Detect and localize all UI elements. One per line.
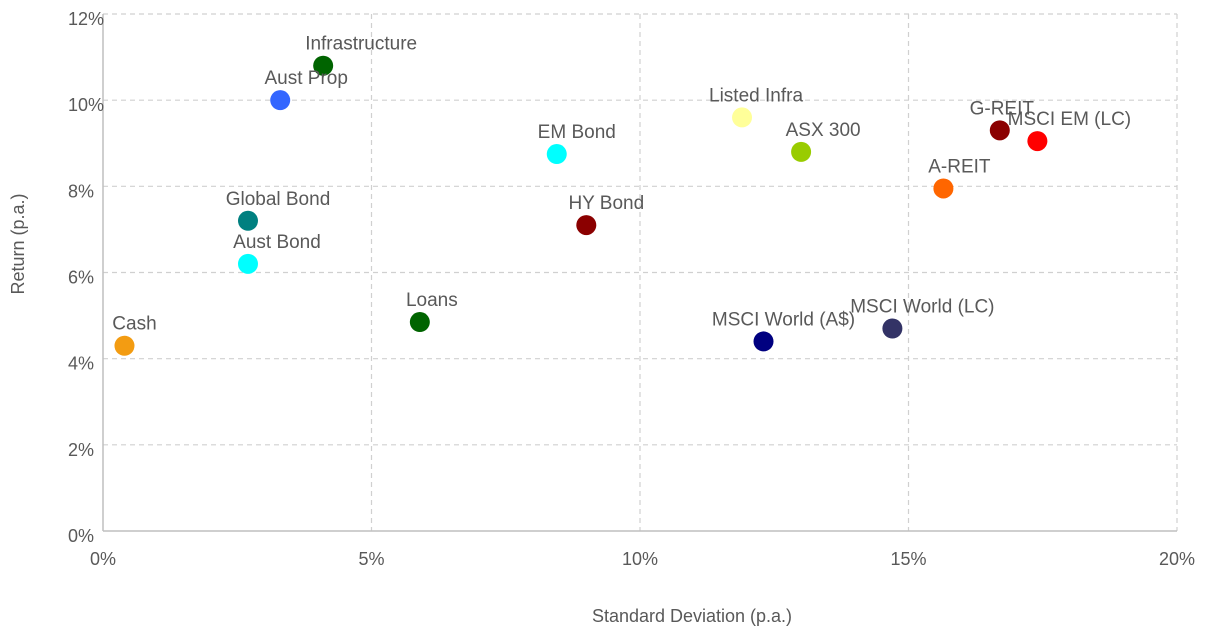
gridlines — [103, 13, 1178, 531]
y-axis-title: Return (p.a.) — [8, 193, 28, 294]
label-aust-prop: Aust Prop — [264, 68, 347, 89]
point-loans — [409, 312, 430, 333]
point-msci-world-lc — [882, 318, 903, 339]
point-msci-em-lc — [1027, 131, 1048, 152]
label-asx-300: ASX 300 — [786, 120, 861, 141]
label-em-bond: EM Bond — [538, 122, 616, 143]
data-points — [114, 55, 1048, 356]
x-tick-label: 0% — [90, 549, 116, 569]
label-global-bond: Global Bond — [226, 189, 331, 210]
x-axis-title: Standard Deviation (p.a.) — [592, 606, 792, 626]
x-tick-label: 10% — [622, 549, 658, 569]
point-g-reit — [989, 120, 1010, 141]
point-listed-infra — [732, 107, 753, 128]
label-loans: Loans — [406, 290, 458, 311]
y-tick-label: 12% — [68, 9, 104, 29]
label-aust-bond: Aust Bond — [233, 232, 321, 253]
label-infrastructure: Infrastructure — [305, 34, 417, 55]
y-tick-label: 6% — [68, 268, 94, 288]
tick-labels: 0% 2% 4% 6% 8% 10% 12% 0% 5% 10% 15% 20% — [68, 9, 1195, 569]
point-a-reit — [933, 178, 954, 199]
point-global-bond — [237, 210, 258, 231]
point-em-bond — [546, 144, 567, 165]
x-tick-label: 5% — [358, 549, 384, 569]
point-aust-bond — [237, 253, 258, 274]
label-msci-em-lc: MSCI EM (LC) — [1008, 109, 1132, 130]
point-hy-bond — [576, 215, 597, 236]
y-tick-label: 0% — [68, 526, 94, 546]
point-msci-world-a — [753, 331, 774, 352]
label-cash: Cash — [112, 314, 156, 335]
point-infrastructure — [313, 55, 334, 76]
label-msci-world-a: MSCI World (A$) — [712, 309, 855, 330]
y-tick-label: 8% — [68, 181, 94, 201]
label-g-reit: G-REIT — [970, 98, 1035, 119]
point-aust-prop — [270, 90, 291, 111]
label-hy-bond: HY Bond — [568, 193, 644, 214]
y-tick-label: 2% — [68, 440, 94, 460]
x-tick-label: 20% — [1159, 549, 1195, 569]
y-tick-label: 4% — [68, 354, 94, 374]
point-labels: Cash Aust Bond Global Bond Aust Prop Infrast… — [112, 34, 1131, 335]
y-tick-label: 10% — [68, 95, 104, 115]
point-asx-300 — [791, 141, 812, 162]
label-msci-world-lc: MSCI World (LC) — [850, 297, 994, 318]
label-listed-infra: Listed Infra — [709, 85, 803, 106]
x-tick-label: 15% — [890, 549, 926, 569]
axes — [102, 14, 1177, 532]
label-a-reit: A-REIT — [928, 156, 991, 177]
point-cash — [114, 335, 135, 356]
